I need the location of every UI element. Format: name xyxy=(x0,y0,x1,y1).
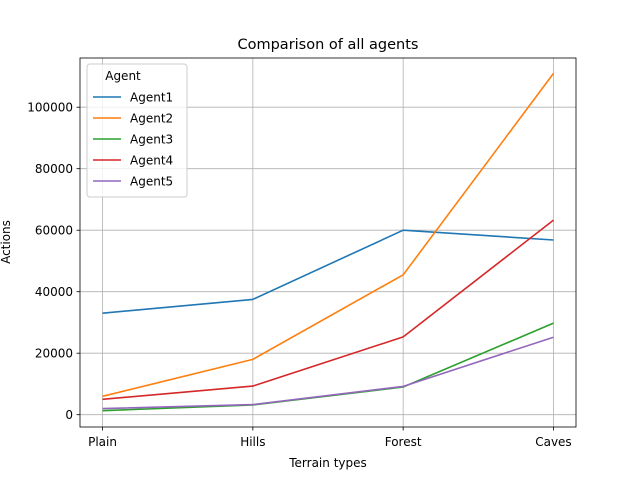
x-axis-label: Terrain types xyxy=(288,456,367,470)
y-tick-label: 40000 xyxy=(35,285,73,299)
y-tick-label: 100000 xyxy=(27,101,73,115)
x-tick-label: Hills xyxy=(240,435,265,449)
series-line-agent2 xyxy=(102,72,555,398)
y-axis-label: Actions xyxy=(0,220,13,264)
legend-title: Agent xyxy=(105,69,141,83)
plot-frame xyxy=(79,57,577,428)
legend-label: Agent1 xyxy=(130,91,173,105)
legend-label: Agent5 xyxy=(130,175,173,189)
x-axis-ticks: Plain Hills Forest Caves xyxy=(88,427,572,449)
x-tick-label: Plain xyxy=(88,435,117,449)
legend: Agent Agent1 Agent2 Agent3 Agent4 Agent5 xyxy=(86,63,188,198)
y-tick-label: 80000 xyxy=(35,162,73,176)
grid-lines xyxy=(80,58,576,427)
series-line-agent1 xyxy=(102,229,554,314)
series-line-agent3 xyxy=(102,322,554,412)
x-tick-label: Forest xyxy=(385,435,422,449)
y-tick-label: 60000 xyxy=(35,224,73,238)
legend-label: Agent2 xyxy=(130,112,173,126)
x-tick-label: Caves xyxy=(535,435,571,449)
chart-title: Comparison of all agents xyxy=(237,37,418,53)
series-line-agent5 xyxy=(102,336,554,410)
series-lines xyxy=(102,72,555,412)
y-tick-label: 0 xyxy=(65,408,73,422)
y-tick-label: 20000 xyxy=(35,347,73,361)
series-line-agent4 xyxy=(102,219,554,401)
y-axis-ticks: 0 20000 40000 60000 80000 100000 xyxy=(27,101,80,422)
legend-label: Agent4 xyxy=(130,154,173,168)
legend-label: Agent3 xyxy=(130,133,173,147)
legend-entries: Agent1 Agent2 Agent3 Agent4 Agent5 xyxy=(93,91,173,189)
